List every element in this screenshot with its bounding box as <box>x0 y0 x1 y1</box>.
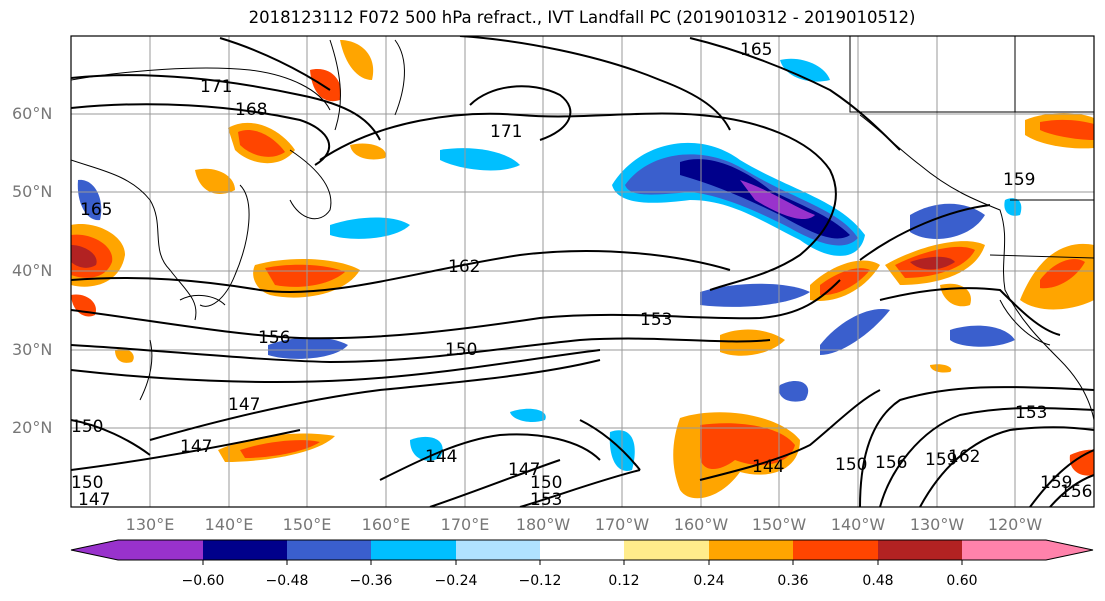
contour-label: 144 <box>752 457 784 477</box>
colorbar <box>70 539 1094 565</box>
shading-negative <box>77 58 1022 471</box>
contour-label: 150 <box>835 455 867 475</box>
contour-label: 168 <box>235 100 267 120</box>
contour-label: 156 <box>1060 482 1092 502</box>
lon-label: 160°W <box>673 515 729 534</box>
map-frame <box>70 35 1095 508</box>
map-panel: 171 168 165 171 165 162 156 153 150 159 … <box>71 36 1094 510</box>
contour-label: 171 <box>200 77 232 97</box>
contour-label: 153 <box>640 310 672 330</box>
contour-label: 150 <box>445 340 477 360</box>
lon-label: 150°E <box>282 515 332 534</box>
contour-label: 156 <box>875 453 907 473</box>
lon-label: 170°W <box>594 515 650 534</box>
contour-label: 147 <box>78 490 110 510</box>
contour-label: 165 <box>80 200 112 220</box>
lon-label: 130°W <box>909 515 965 534</box>
graticule <box>71 36 1094 507</box>
contour-labels: 171 168 165 171 165 162 156 153 150 159 … <box>71 40 1092 510</box>
contour-label: 153 <box>530 490 562 510</box>
contour-label: 147 <box>228 395 260 415</box>
contour-label: 159 <box>1003 170 1035 190</box>
colorbar-over-arrow <box>1046 540 1093 560</box>
colorbar-tick-label: 0.36 <box>777 573 809 589</box>
coastlines <box>71 36 1094 421</box>
lat-label: 30°N <box>12 340 53 359</box>
lon-label: 150°W <box>751 515 807 534</box>
colorbar-tick-label: −0.12 <box>518 573 562 589</box>
colorbar-under-arrow <box>71 540 118 560</box>
lat-label: 20°N <box>12 418 53 437</box>
lon-label: 140°E <box>204 515 254 534</box>
contour-label: 165 <box>740 40 772 60</box>
contour-label: 159 <box>1040 473 1072 493</box>
lat-label: 60°N <box>12 104 53 123</box>
contour-label: 150 <box>530 473 562 493</box>
contour-label: 162 <box>448 257 480 277</box>
colorbar-tick-label: −0.24 <box>434 573 478 589</box>
colorbar-tick-label: 0.12 <box>608 573 640 589</box>
contour-label: 147 <box>508 460 540 480</box>
colorbar-tick-label: −0.48 <box>265 573 309 589</box>
contour-label: 150 <box>71 473 103 493</box>
contour-label: 159 <box>925 450 957 470</box>
map-title: 2018123112 F072 500 hPa refract., IVT La… <box>248 8 916 27</box>
lon-label: 120°W <box>987 515 1043 534</box>
contour-label: 144 <box>425 447 457 467</box>
contour-label: 162 <box>948 447 980 467</box>
contour-label: 147 <box>180 437 212 457</box>
contour-label: 153 <box>1015 403 1047 423</box>
shading-positive <box>71 40 1094 499</box>
lon-label: 170°E <box>440 515 490 534</box>
lon-label: 130°E <box>125 515 175 534</box>
contour-label: 150 <box>71 417 103 437</box>
colorbar-tick-label: −0.60 <box>181 573 225 589</box>
lon-label: 160°E <box>361 515 411 534</box>
height-contours <box>71 36 1094 507</box>
contour-label: 156 <box>258 328 290 348</box>
colorbar-tick-label: 0.24 <box>693 573 725 589</box>
colorbar-tick-label: 0.48 <box>862 573 894 589</box>
lon-label: 180°W <box>515 515 571 534</box>
lat-label: 40°N <box>12 261 53 280</box>
colorbar-tick-label: 0.60 <box>946 573 978 589</box>
lon-label: 140°W <box>830 515 886 534</box>
contour-label: 171 <box>490 122 522 142</box>
lat-label: 50°N <box>12 182 53 201</box>
colorbar-tick-label: −0.36 <box>349 573 393 589</box>
